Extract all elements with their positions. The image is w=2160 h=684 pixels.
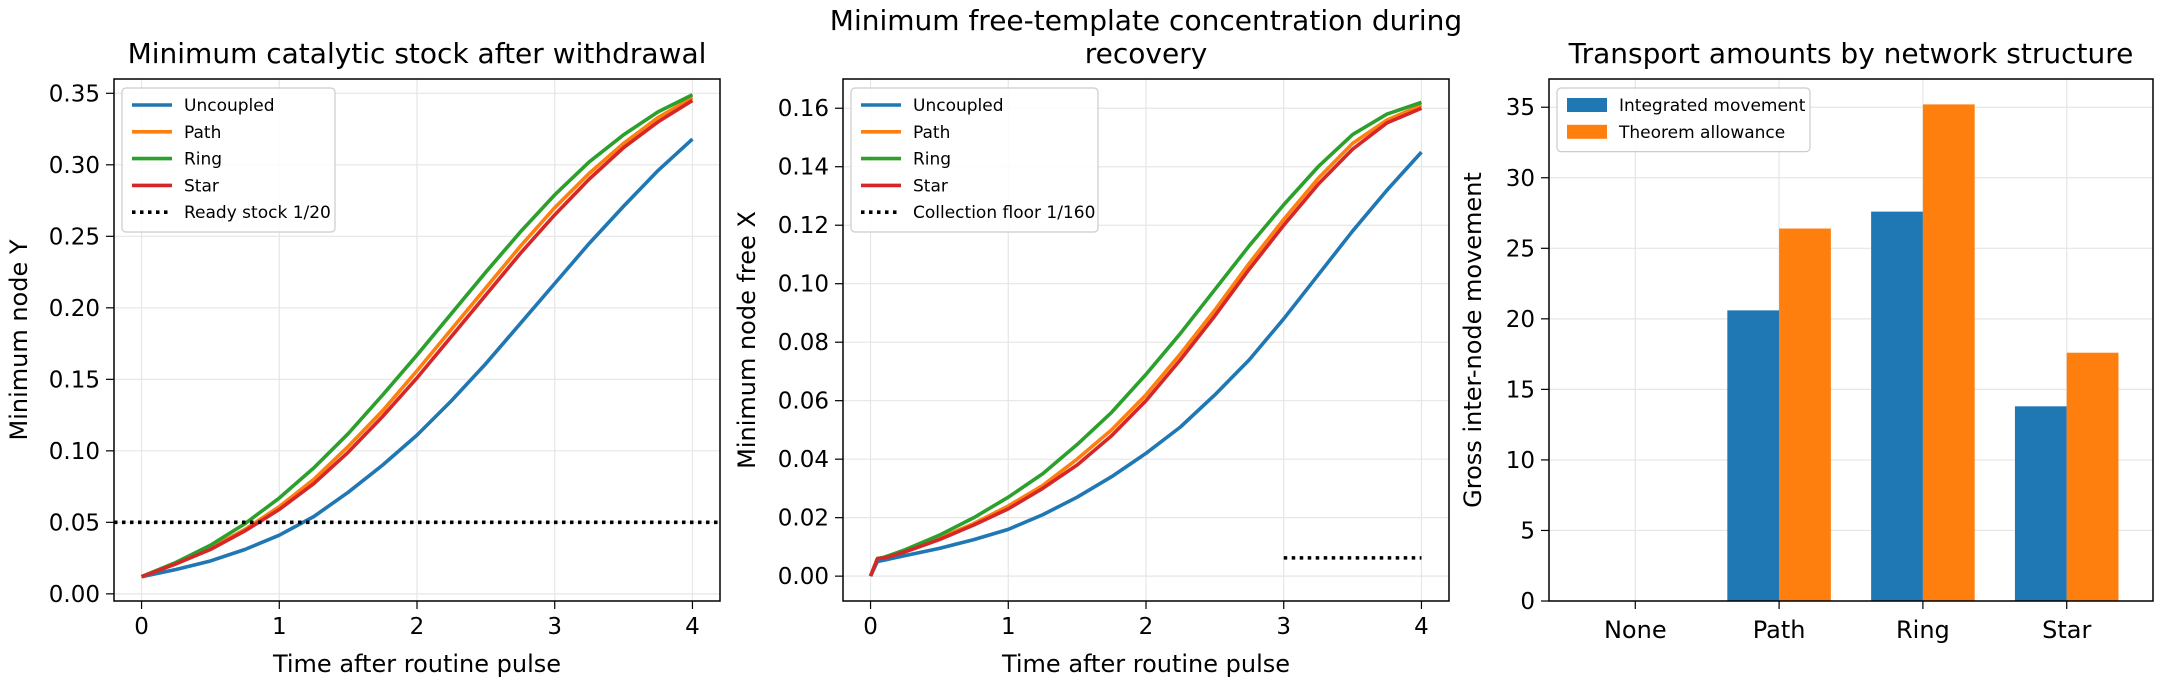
legend-label: Theorem allowance — [1618, 123, 1785, 143]
plot-frame — [113, 78, 721, 602]
legend-label: Path — [913, 123, 950, 143]
chart-panel-3: 0 5 10 15 20 25 30 35 None Path Ring Star Transport … — [1459, 37, 2154, 644]
y-axis-label: Gross inter-node movement — [1459, 172, 1487, 508]
x-tick-label: Star — [2042, 616, 2091, 644]
legend-box — [1556, 87, 1811, 153]
y-tick-label: 35 — [1506, 95, 1535, 121]
bar-integrated-movement — [2014, 406, 2067, 601]
legend-label: Ring — [913, 150, 951, 170]
x-tick-label: 4 — [685, 614, 700, 640]
y-axis-label: Minimum node free X — [733, 211, 761, 469]
series-line-ring — [868, 100, 1423, 577]
y-tick-label: 0.35 — [49, 81, 100, 107]
bar-theorem-allowance — [1779, 228, 1831, 601]
legend-label: Uncoupled — [913, 96, 1004, 116]
y-tick-label: 0.06 — [778, 389, 829, 415]
series-line-star — [140, 98, 694, 579]
legend-label: Star — [913, 176, 948, 196]
legend-label: Star — [184, 176, 219, 196]
x-tick-label: 1 — [1001, 614, 1016, 640]
legend-label: Ready stock 1/20 — [184, 203, 331, 223]
y-tick-label: 0.04 — [778, 447, 829, 473]
legend-box — [850, 87, 1099, 233]
series-line-uncoupled — [141, 137, 694, 579]
x-tick-label: 2 — [1139, 614, 1154, 640]
y-tick-label: 0.20 — [49, 296, 100, 322]
y-tick-label: 0.25 — [49, 224, 100, 250]
bar-integrated-movement — [1727, 310, 1780, 601]
y-tick-label: 0.16 — [778, 96, 829, 122]
chart-title: Transport amounts by network structure — [1568, 37, 2134, 70]
legend: Uncoupled Path Ring Star Collection floor 1/… — [850, 87, 1099, 233]
legend-label: Collection floor 1/160 — [913, 203, 1095, 223]
x-axis-label: Time after routine pulse — [1001, 650, 1290, 678]
x-tick-label: 0 — [134, 614, 149, 640]
series-line-star — [868, 106, 1423, 577]
plot-frame — [842, 78, 1450, 602]
x-tick-label: None — [1604, 616, 1667, 644]
bar-integrated-movement — [1871, 211, 1923, 601]
x-tick-label: 1 — [272, 614, 287, 640]
x-tick-label: 0 — [863, 614, 878, 640]
legend-label: Uncoupled — [184, 96, 275, 116]
chart-title: Minimum free-template concentration duri… — [830, 4, 1462, 37]
x-tick-label: 3 — [547, 614, 562, 640]
x-tick-label: 2 — [410, 614, 425, 640]
y-tick-label: 0.10 — [49, 439, 100, 465]
x-tick-label: 3 — [1276, 614, 1291, 640]
bar-theorem-allowance — [1922, 104, 1975, 601]
series-line-ring — [140, 93, 694, 579]
legend-swatch — [1567, 98, 1607, 112]
y-tick-label: 0.00 — [778, 564, 829, 590]
chart-title-line-2: recovery — [1085, 37, 1208, 70]
x-tick-label: 4 — [1414, 614, 1429, 640]
y-tick-label: 20 — [1506, 307, 1535, 333]
chart-panel-2: 0.00 0.02 0.04 0.06 0.08 0.10 0.12 0.14 0.16 0 1 2 3… — [733, 4, 1462, 678]
legend-label: Integrated movement — [1619, 96, 1806, 116]
y-tick-label: 0.05 — [49, 510, 100, 536]
y-tick-label: 0.08 — [778, 330, 829, 356]
y-tick-label: 0.02 — [778, 506, 829, 532]
y-tick-label: 0.15 — [49, 367, 100, 393]
legend-label: Ring — [184, 150, 222, 170]
legend: Uncoupled Path Ring Star Ready stock 1/20 — [121, 87, 336, 233]
y-tick-label: 0.00 — [49, 582, 100, 608]
y-tick-label: 0.12 — [778, 213, 829, 239]
chart-panel-1: 0.00 0.05 0.10 0.15 0.20 0.25 0.30 0.35 0 1 2 3 4 Min… — [5, 37, 721, 678]
series-line-uncoupled — [868, 150, 1423, 577]
y-tick-label: 0.30 — [49, 153, 100, 179]
y-tick-label: 25 — [1506, 236, 1535, 262]
y-tick-label: 10 — [1506, 448, 1535, 474]
chart-title: Minimum catalytic stock after withdrawal — [128, 37, 707, 70]
y-tick-label: 5 — [1520, 518, 1535, 544]
legend-swatch — [1567, 124, 1607, 139]
y-tick-label: 30 — [1506, 166, 1535, 192]
y-axis-label: Minimum node Y — [5, 239, 33, 440]
legend-box — [121, 87, 336, 233]
legend: Integrated movement Theorem allowance — [1556, 87, 1811, 153]
y-tick-label: 0.14 — [778, 155, 829, 181]
x-axis-label: Time after routine pulse — [272, 650, 561, 678]
x-tick-label: Ring — [1896, 616, 1950, 644]
bar-theorem-allowance — [2066, 352, 2119, 601]
plot-frame — [1548, 78, 2154, 602]
x-tick-label: Path — [1753, 616, 1806, 644]
y-tick-label: 0.10 — [778, 272, 829, 298]
legend-label: Path — [184, 123, 221, 143]
y-tick-label: 0 — [1520, 589, 1535, 615]
y-tick-label: 15 — [1506, 377, 1535, 403]
